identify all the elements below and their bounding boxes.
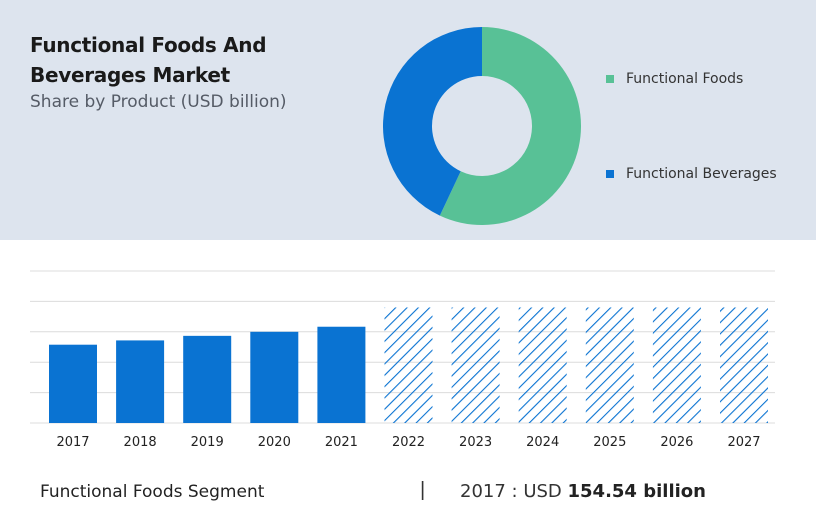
bar-2019 (183, 335, 232, 423)
footer-segment-label: Functional Foods Segment (40, 482, 265, 502)
chart-title: Functional Foods And Beverages Market (30, 33, 267, 87)
legend-label-functional-beverages: Functional Beverages (626, 166, 777, 182)
legend-label-functional-foods: Functional Foods (626, 71, 744, 87)
bar-2027 (720, 307, 768, 423)
bar-2024 (518, 307, 567, 423)
footer-value: 2017 : USD 154.54 billion (460, 481, 706, 502)
x-tick-label: 2021 (325, 435, 358, 450)
x-tick-label: 2027 (727, 435, 760, 450)
x-tick-label: 2026 (660, 435, 693, 450)
legend-item-functional-foods: Functional Foods (606, 71, 743, 87)
legend-swatch-functional-foods (606, 75, 614, 83)
donut-slice-functional-beverages (383, 27, 482, 216)
legend-swatch-functional-beverages (606, 170, 614, 178)
x-tick-label: 2019 (191, 435, 224, 450)
header-panel: Functional Foods And Beverages Market Sh… (0, 0, 816, 240)
x-tick-label: 2025 (593, 435, 626, 450)
donut-slice-functional-foods (439, 27, 581, 225)
footer-year-prefix: 2017 : USD (460, 481, 568, 502)
bar-2025 (585, 307, 634, 423)
legend-item-functional-beverages: Functional Beverages (606, 166, 777, 182)
x-tick-label: 2024 (526, 435, 559, 450)
bar-2020 (250, 331, 299, 423)
x-tick-label: 2020 (258, 435, 291, 450)
x-tick-label: 2018 (124, 435, 157, 450)
x-tick-label: 2017 (56, 435, 89, 450)
bar-2018 (116, 340, 165, 423)
footer-separator: | (420, 479, 426, 501)
bar-chart: 2017 2018 2019 2020 2021 2022 2023 2024 2025 2026… (30, 270, 775, 450)
x-tick-label: 2023 (459, 435, 492, 450)
bar-2023 (451, 307, 500, 423)
donut-chart (383, 27, 581, 225)
bar-2026 (652, 307, 701, 423)
chart-subtitle: Share by Product (USD billion) (30, 92, 287, 112)
bar-2017 (49, 344, 97, 423)
bar-2022 (384, 307, 433, 423)
footer-value-amount: 154.54 billion (567, 481, 706, 502)
bar-2021 (317, 326, 366, 423)
x-tick-label: 2022 (392, 435, 425, 450)
